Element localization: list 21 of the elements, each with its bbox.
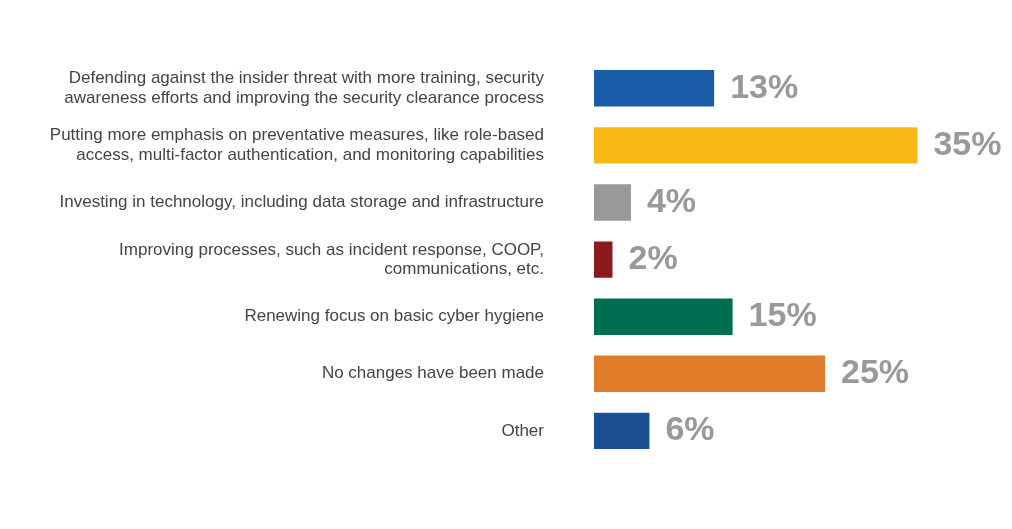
y-tick-label: No changes have been made: [321, 363, 544, 383]
data-label: 35%: [933, 123, 1002, 162]
data-label: 2%: [628, 237, 678, 276]
bar: [594, 241, 613, 278]
y-tick-label: Putting more emphasis on preventative measures, like role-based access, multi-factor authentication, and monitoring capabilities: [49, 125, 544, 164]
y-tick-label: Improving processes, such as incident response, COOP, communications, etc.: [119, 239, 544, 279]
bar: [594, 127, 918, 164]
y-tick-label: Other: [501, 420, 545, 440]
bar: [594, 184, 631, 221]
bar: [594, 298, 733, 335]
data-label: 13%: [730, 66, 799, 105]
y-tick-label: Renewing focus on basic cyber hygiene: [244, 306, 544, 326]
bar: [594, 355, 826, 393]
data-label: 25%: [841, 352, 910, 391]
bar: [594, 412, 650, 450]
y-tick-label: Defending against the insider threat with more training, security awareness efforts and improving the security clearance process: [64, 68, 545, 107]
data-label: 15%: [748, 295, 817, 334]
data-label: 4%: [646, 180, 697, 219]
data-label: 6%: [665, 409, 715, 448]
bar: [594, 70, 715, 107]
y-tick-label: Investing in technology, including data storage and infrastructure: [59, 192, 544, 212]
